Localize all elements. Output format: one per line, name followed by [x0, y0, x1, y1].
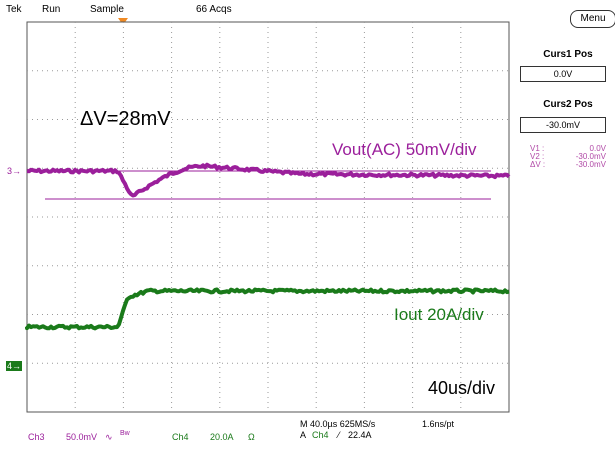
v2-label: V2 :: [530, 152, 545, 161]
trigger-source[interactable]: A: [300, 430, 307, 440]
ch3-waveform: [26, 162, 511, 198]
ch3-marker-label: 3: [6, 166, 12, 176]
curs2-title: Curs2 Pos: [543, 99, 593, 110]
ch3-name[interactable]: Ch3: [28, 432, 45, 442]
ch3-bandwidth-icon: Bw: [120, 430, 130, 437]
ch4-marker-label: 4: [6, 361, 12, 371]
menu-button[interactable]: Menu: [570, 10, 615, 28]
ch3-ground-marker[interactable]: 3→: [6, 166, 21, 176]
ch4-ground-marker[interactable]: 4→: [6, 361, 22, 371]
trigger-level[interactable]: 22.4A: [348, 430, 372, 440]
curs2-value[interactable]: -30.0mV: [520, 117, 606, 133]
ch4-annotation: Iout 20A/div: [394, 305, 484, 324]
timebase-annotation: 40us/div: [428, 378, 496, 398]
sample-interval: 1.6ns/pt: [422, 419, 455, 429]
ch4-scale[interactable]: 20.0A: [210, 432, 234, 442]
trigger-slope-icon[interactable]: ⁄: [338, 430, 340, 440]
run-state[interactable]: Run: [42, 4, 61, 15]
dv-value: -30.0mV: [575, 160, 606, 169]
ch4-impedance-icon: Ω: [248, 432, 255, 442]
curs1-value[interactable]: 0.0V: [520, 66, 606, 82]
bottom-readout: M 40.0µs 625MS/s 1.6ns/pt A Ch4 ⁄ 22.4A …: [0, 410, 615, 459]
ch3-coupling-icon: ∿: [105, 432, 113, 442]
status-bar: Tek Run Sample 66 Acqs: [0, 0, 615, 20]
brand-label: Tek: [6, 4, 22, 15]
dv-label: ΔV :: [530, 160, 546, 169]
trigger-channel[interactable]: Ch4: [312, 430, 329, 440]
horizontal-setting[interactable]: M 40.0µs 625MS/s: [300, 419, 376, 429]
v1-label: V1 :: [530, 144, 545, 153]
ch3-annotation: Vout(AC) 50mV/div: [332, 140, 477, 159]
graticule-grid: [27, 22, 509, 412]
curs1-title: Curs1 Pos: [543, 49, 593, 60]
ch4-name[interactable]: Ch4: [172, 432, 189, 442]
cursor-readout: V1 : 0.0V V2 : -30.0mV ΔV : -30.0mV: [530, 145, 606, 169]
v2-value: -30.0mV: [575, 152, 606, 161]
ch3-scale[interactable]: 50.0mV: [66, 432, 98, 442]
side-menu: Menu Curs1 Pos 0.0V Curs2 Pos -30.0mV V1…: [510, 0, 615, 459]
ch4-waveform: [25, 287, 510, 331]
v1-value: 0.0V: [589, 144, 606, 153]
delta-v-annotation: ΔV=28mV: [80, 108, 171, 130]
acquisition-count: 66 Acqs: [196, 4, 232, 15]
acquisition-mode[interactable]: Sample: [90, 4, 124, 15]
